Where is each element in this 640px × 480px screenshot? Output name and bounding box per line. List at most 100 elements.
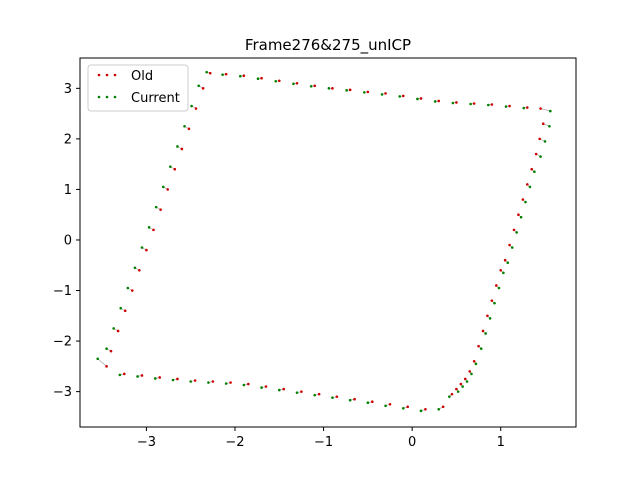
current-point [224, 382, 228, 385]
current-point [331, 396, 334, 399]
old-point [401, 94, 405, 98]
current-point [221, 73, 224, 76]
old-point [105, 365, 108, 368]
y-tick-label: −3 [53, 385, 72, 400]
current-point [274, 79, 278, 83]
current-point [363, 91, 366, 94]
current-point [416, 97, 419, 101]
old-point [539, 107, 542, 110]
old-point [463, 377, 467, 381]
legend-marker-current [113, 95, 117, 99]
old-point [508, 104, 511, 108]
current-point [456, 390, 460, 393]
old-point [384, 92, 387, 95]
old-point [116, 329, 120, 333]
old-point [477, 344, 480, 348]
old-point [159, 208, 162, 211]
old-point [525, 183, 529, 186]
legend-marker-old [113, 73, 117, 77]
current-point [398, 95, 402, 98]
x-tick-label: −3 [137, 435, 156, 450]
current-point [533, 170, 536, 174]
current-point [502, 271, 505, 275]
old-point [193, 379, 197, 382]
old-point [109, 349, 113, 353]
old-point [173, 167, 177, 171]
old-point [437, 99, 441, 103]
x-tick-label: −1 [314, 435, 333, 450]
x-tick-label: 0 [408, 435, 416, 450]
current-point [497, 286, 501, 290]
correspondence-line [540, 108, 551, 112]
current-point [524, 200, 527, 204]
legend-label-old: Old [131, 69, 153, 84]
correspondence-line [97, 358, 107, 367]
y-tick-label: −1 [53, 284, 72, 299]
legend-box [87, 64, 189, 112]
old-point [194, 107, 198, 110]
old-point [140, 374, 144, 377]
current-point [539, 155, 542, 158]
plot-frame [79, 57, 577, 428]
old-point [481, 329, 485, 333]
current-point [169, 165, 172, 168]
current-point [126, 286, 130, 290]
plot-marks [96, 70, 552, 413]
old-point [521, 198, 525, 201]
old-point [494, 284, 498, 287]
old-point [472, 359, 476, 363]
current-point [515, 231, 518, 234]
old-point [370, 400, 374, 404]
current-point [433, 100, 437, 103]
old-point [224, 72, 228, 76]
current-point [380, 93, 384, 96]
current-point [437, 408, 441, 411]
old-point [388, 402, 392, 406]
current-point [366, 401, 370, 405]
old-point [242, 74, 246, 77]
current-point [465, 380, 469, 383]
old-point [260, 76, 263, 80]
current-point [207, 381, 210, 384]
old-point [335, 395, 339, 398]
current-point [384, 404, 387, 408]
current-point [510, 246, 514, 249]
old-point [145, 248, 148, 252]
old-point [450, 392, 454, 396]
current-point [277, 388, 281, 392]
current-point [401, 406, 405, 410]
current-point [327, 87, 331, 90]
old-point [180, 147, 184, 151]
current-point [153, 377, 157, 380]
old-point [201, 87, 205, 90]
old-point [277, 79, 281, 83]
old-point [441, 405, 445, 409]
old-point [166, 188, 169, 191]
old-point [353, 397, 356, 401]
old-point [538, 137, 541, 141]
old-point [246, 382, 250, 386]
current-point [313, 393, 317, 397]
old-point [490, 103, 494, 106]
current-point [345, 89, 348, 92]
x-tick-label: 1 [497, 435, 505, 450]
current-point [118, 373, 122, 377]
current-point [119, 306, 123, 310]
current-point [522, 106, 526, 110]
current-point [154, 205, 158, 209]
current-point [96, 357, 100, 361]
y-tick-label: 2 [64, 132, 72, 147]
old-point [512, 228, 516, 232]
current-point [205, 70, 208, 74]
current-point [519, 215, 523, 219]
old-point [152, 228, 155, 232]
current-point [474, 362, 478, 366]
current-point [469, 102, 472, 106]
y-tick-label: 3 [64, 82, 72, 97]
old-point [406, 405, 410, 409]
current-point [479, 347, 483, 350]
old-point [229, 381, 232, 384]
old-point [123, 309, 127, 313]
legend-marker-current [105, 95, 109, 99]
old-point [530, 167, 534, 171]
